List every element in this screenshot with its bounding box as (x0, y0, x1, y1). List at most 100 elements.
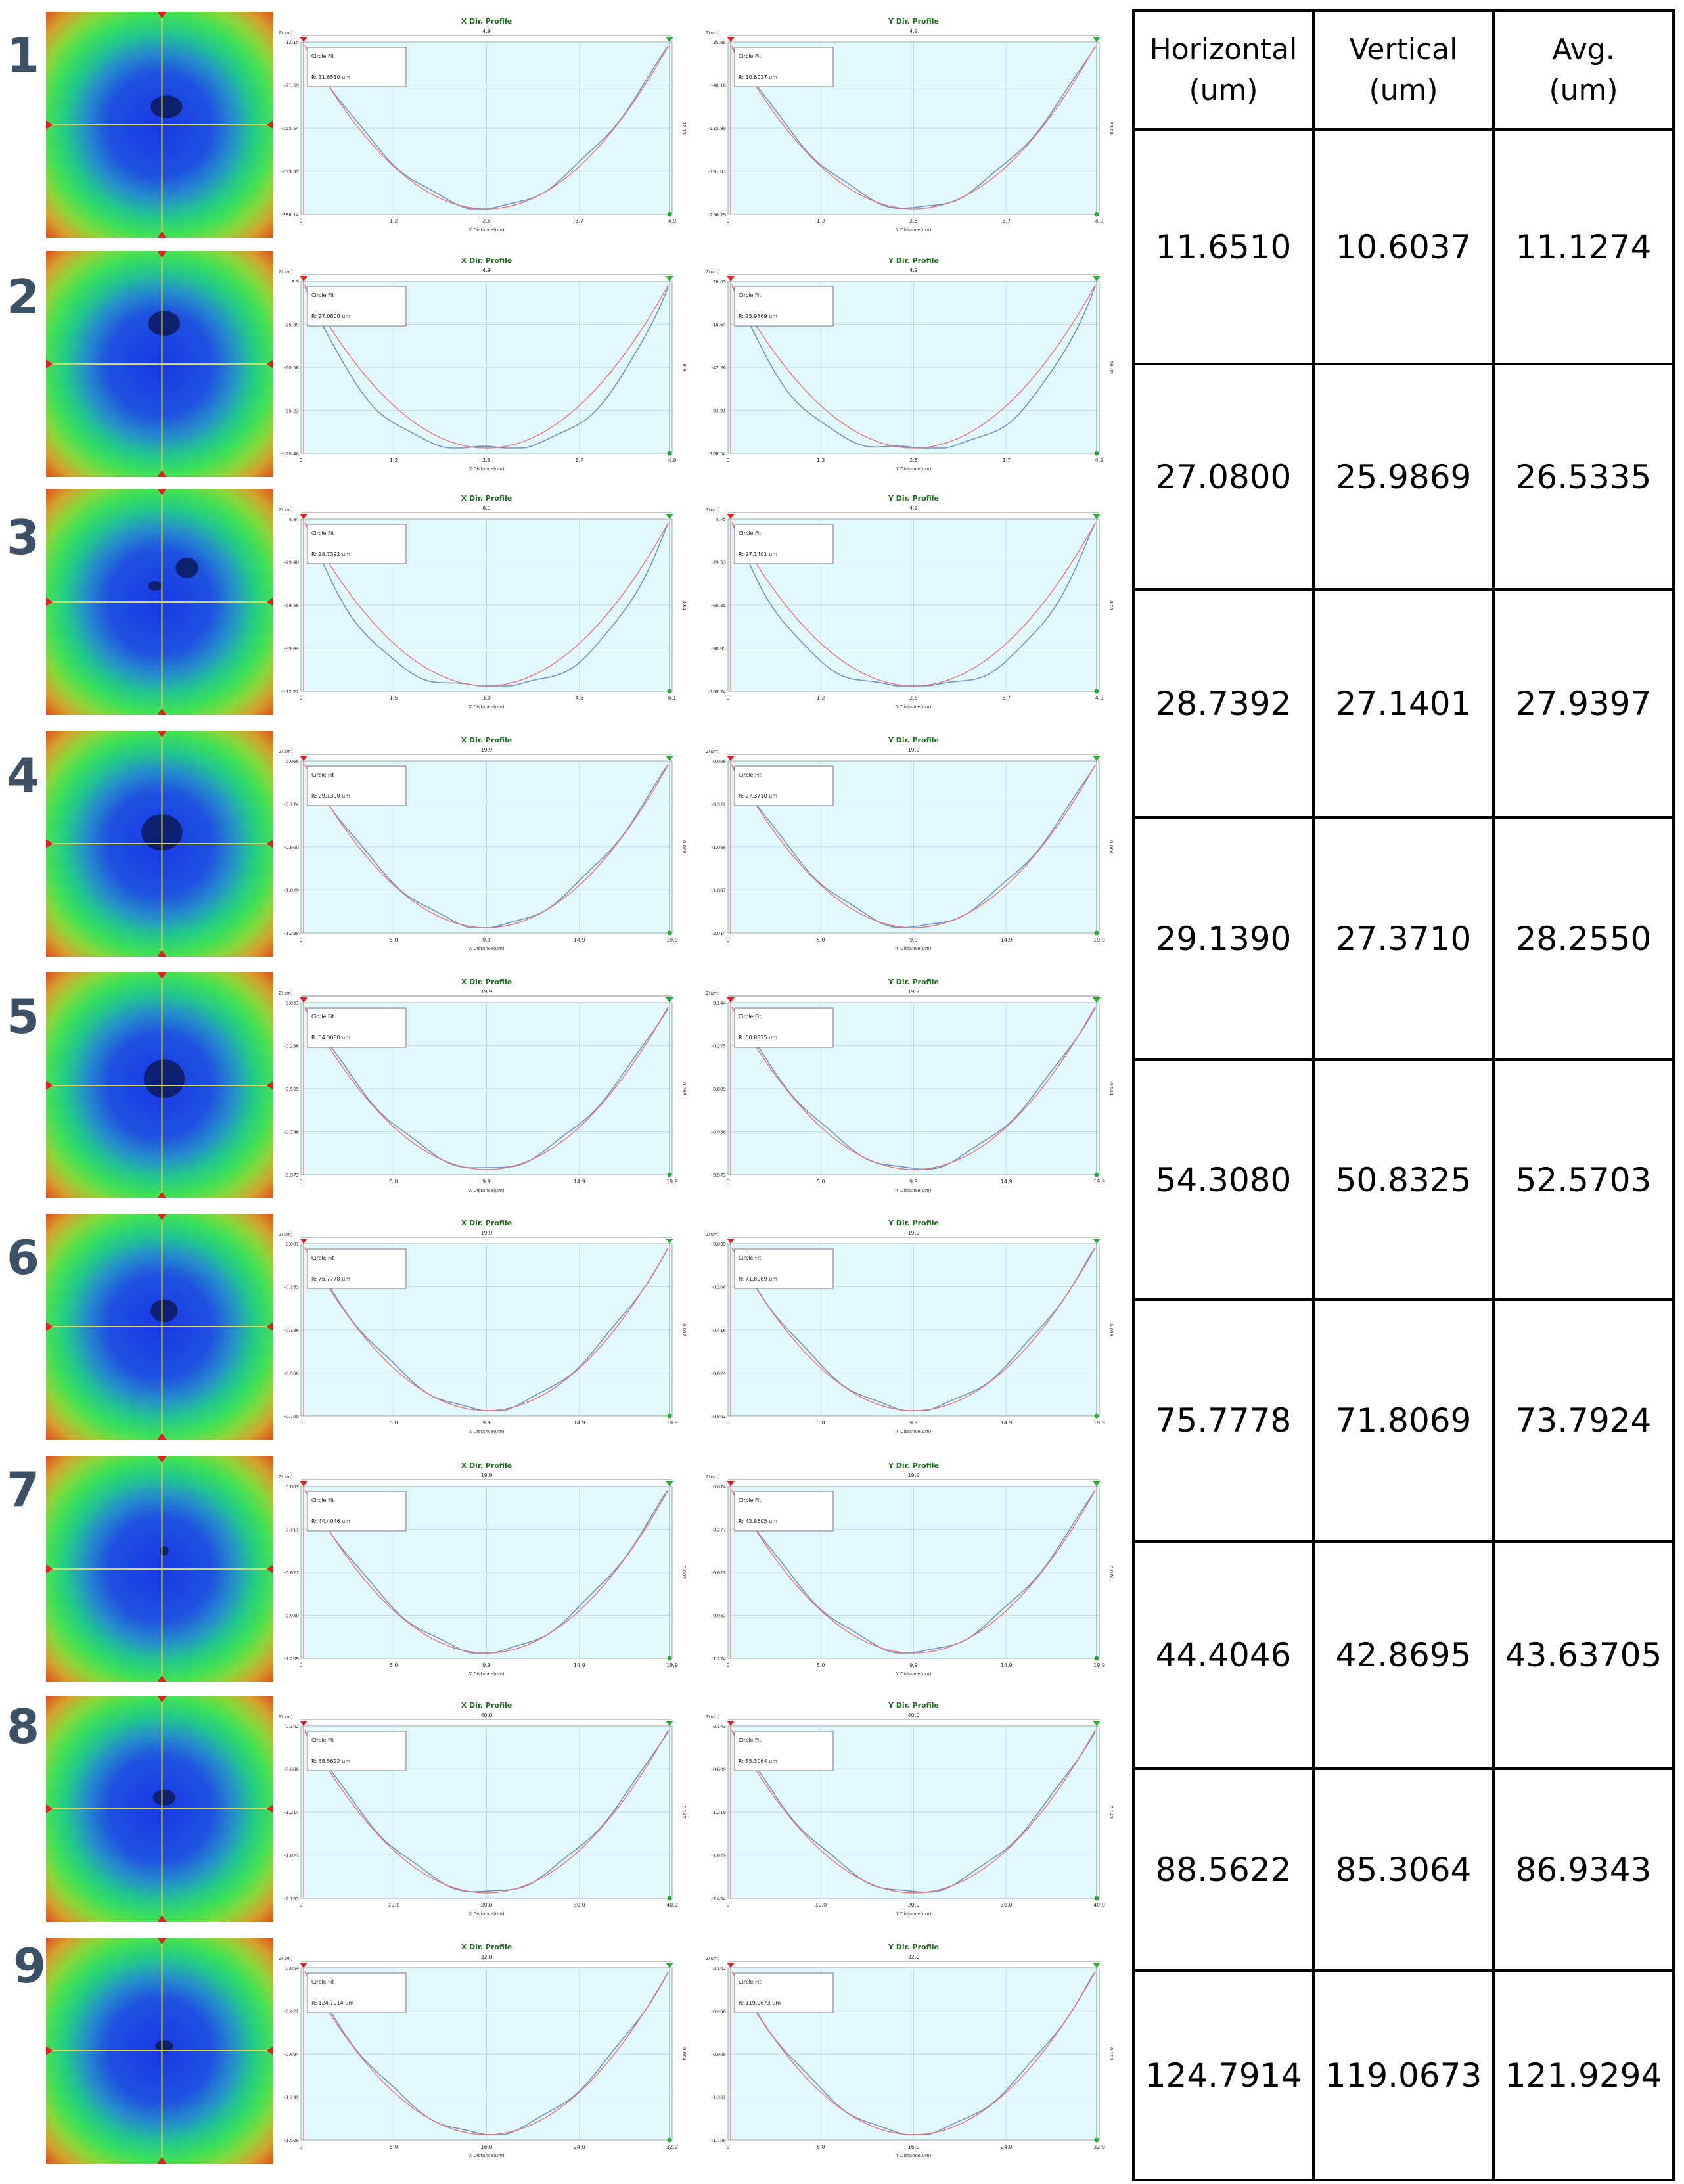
y-tick-label: -0.416 (711, 1328, 726, 1333)
chart-title: Y Dir. Profile (888, 1219, 939, 1227)
bottom-cursor-dot (667, 1656, 672, 1661)
y-tick-label: -59.66 (284, 603, 299, 608)
marker-bottom (157, 708, 167, 715)
y-tick-label: -0.894 (284, 2052, 299, 2057)
x-axis-label: X Distance(um) (468, 227, 505, 233)
fit-legend-box (307, 1007, 407, 1048)
defect-spot (155, 2040, 173, 2052)
marker-right (267, 839, 273, 848)
z-axis-label: Z(um) (279, 1474, 293, 1480)
measured-profile-line (304, 1731, 669, 1892)
x-tick-label: 0 (726, 1662, 729, 1668)
x-tick-label: 14.9 (574, 1662, 585, 1668)
y-tick-label: -1.887 (711, 888, 726, 894)
table-row: 29.1390 27.3710 28.2550 (1132, 816, 1675, 1061)
y-tick-label: -0.386 (284, 1328, 299, 1333)
x-tick-label: 5.0 (390, 1662, 398, 1668)
z-axis-label: Z(um) (706, 507, 720, 512)
header-average-name: Avg. (1552, 32, 1615, 66)
y-tick-label: -60.56 (284, 365, 299, 371)
fit-legend-title: Circle Fit (739, 53, 761, 59)
y-tick-label: -29.40 (284, 560, 299, 566)
header-average: Avg. (um) (1492, 9, 1675, 131)
left-cursor-marker (300, 1481, 307, 1486)
marker-left (46, 1322, 53, 1331)
x-tick-label: 0 (299, 2144, 302, 2150)
defect-spot (143, 1059, 185, 1098)
x-tick-label: 20.0 (908, 1902, 920, 1908)
x-tick-label: 14.9 (574, 1179, 585, 1185)
x-tick-label: 0 (726, 937, 729, 943)
x-tick-label: 4.9 (668, 218, 677, 224)
depth-label: 0.144 (1108, 1082, 1114, 1096)
cell-average: 28.2550 (1492, 816, 1675, 1061)
results-table: Horizontal (um) Vertical (um) Avg. (um) 11.… (1132, 9, 1675, 2181)
x-tick-label: 0 (299, 218, 302, 224)
y-tick-label: -0.466 (711, 2009, 726, 2014)
x-tick-label: 9.9 (482, 937, 491, 943)
profile-chart-y-7: Y Dir. Profile 19.9 Z(um) 0.074 0 5.0 9.9 14.9 1… (706, 1461, 1114, 1677)
x-tick-label: 4.9 (1095, 695, 1104, 701)
table-header-row: Horizontal (um) Vertical (um) Avg. (um) (1132, 9, 1675, 131)
y-tick-label: -256.29 (708, 212, 726, 217)
heatmap-image (46, 12, 273, 238)
measured-profile-line (304, 1008, 669, 1168)
y-tick-label: -1.219 (711, 1810, 726, 1815)
depth-label: 0.063 (681, 1082, 687, 1095)
z-axis-label: Z(um) (279, 507, 293, 512)
circle-fit-line (304, 1729, 669, 1894)
x-axis-label: Y Distance(um) (896, 227, 932, 233)
y-tick-label: -0.940 (284, 1614, 299, 1619)
y-tick-label: -1.209 (284, 1656, 299, 1662)
row-number: 7 (7, 1462, 40, 1517)
y-tick-label: -112.21 (281, 689, 299, 694)
x-tick-label: 40.0 (1093, 1902, 1105, 1908)
y-tick-label: -115.99 (708, 126, 726, 131)
table-row: 75.7778 71.8069 73.7924 (1132, 1298, 1675, 1543)
x-tick-label: 0 (299, 1662, 302, 1668)
x-tick-label: 9.9 (909, 1179, 918, 1185)
bottom-cursor-dot (667, 212, 672, 217)
bottom-cursor-dot (667, 1413, 672, 1419)
table-row: 27.0800 25.9869 26.5335 (1132, 363, 1675, 591)
z-axis-label: Z(um) (706, 1714, 720, 1719)
x-tick-label: 5.0 (390, 1420, 398, 1426)
marker-left (46, 359, 53, 369)
marker-top (157, 972, 167, 979)
x-tick-label: 14.9 (1001, 1179, 1013, 1185)
z-axis-label: Z(um) (279, 30, 293, 35)
depth-label: 0.074 (1108, 1566, 1114, 1580)
fit-legend-title: Circle Fit (311, 53, 334, 59)
left-cursor-marker (727, 37, 735, 42)
x-tick-label: 19.9 (1093, 937, 1105, 943)
marker-top (157, 1214, 167, 1220)
bottom-cursor-dot (1094, 1896, 1099, 1901)
profile-chart-x-9: X Dir. Profile 32.0 Z(um) 0.064 0 8.0 16.0 24.0… (279, 1943, 687, 2158)
profile-chart-x-2: X Dir. Profile 4.9 Z(um) 8.9 0 1.2 2.5 3.7 4.9 8.… (279, 256, 687, 472)
x-axis-label: X Distance(um) (468, 2153, 505, 2158)
header-horizontal-name: Horizontal (1149, 32, 1298, 66)
depth-label: 12.15 (681, 122, 687, 135)
x-tick-label: 5.0 (817, 1420, 825, 1426)
marker-bottom (157, 2157, 167, 2164)
y-tick-label: -90.85 (711, 647, 726, 652)
cell-vertical: 27.3710 (1312, 816, 1495, 1061)
marker-left (46, 2046, 53, 2055)
x-tick-label: 4.9 (1095, 457, 1104, 463)
y-tick-label: 0.007 (286, 1242, 299, 1247)
z-axis-label: Z(um) (706, 1956, 720, 1961)
left-cursor-marker (727, 1721, 735, 1726)
depth-label: 0.039 (1108, 1323, 1114, 1336)
cell-vertical: 119.0673 (1312, 1969, 1495, 2181)
top-length-label: 19.9 (908, 1230, 920, 1236)
bottom-cursor-dot (1094, 930, 1099, 936)
right-cursor-marker (666, 1963, 673, 1968)
y-tick-label: -0.566 (284, 1371, 299, 1376)
x-tick-label: 0 (726, 695, 729, 701)
circle-fit-line (731, 1971, 1096, 2135)
y-tick-label: 4.84 (288, 517, 299, 522)
y-tick-label: -60.35 (711, 603, 726, 608)
x-tick-label: 1.2 (817, 695, 825, 701)
bottom-cursor-dot (1094, 1172, 1099, 1177)
